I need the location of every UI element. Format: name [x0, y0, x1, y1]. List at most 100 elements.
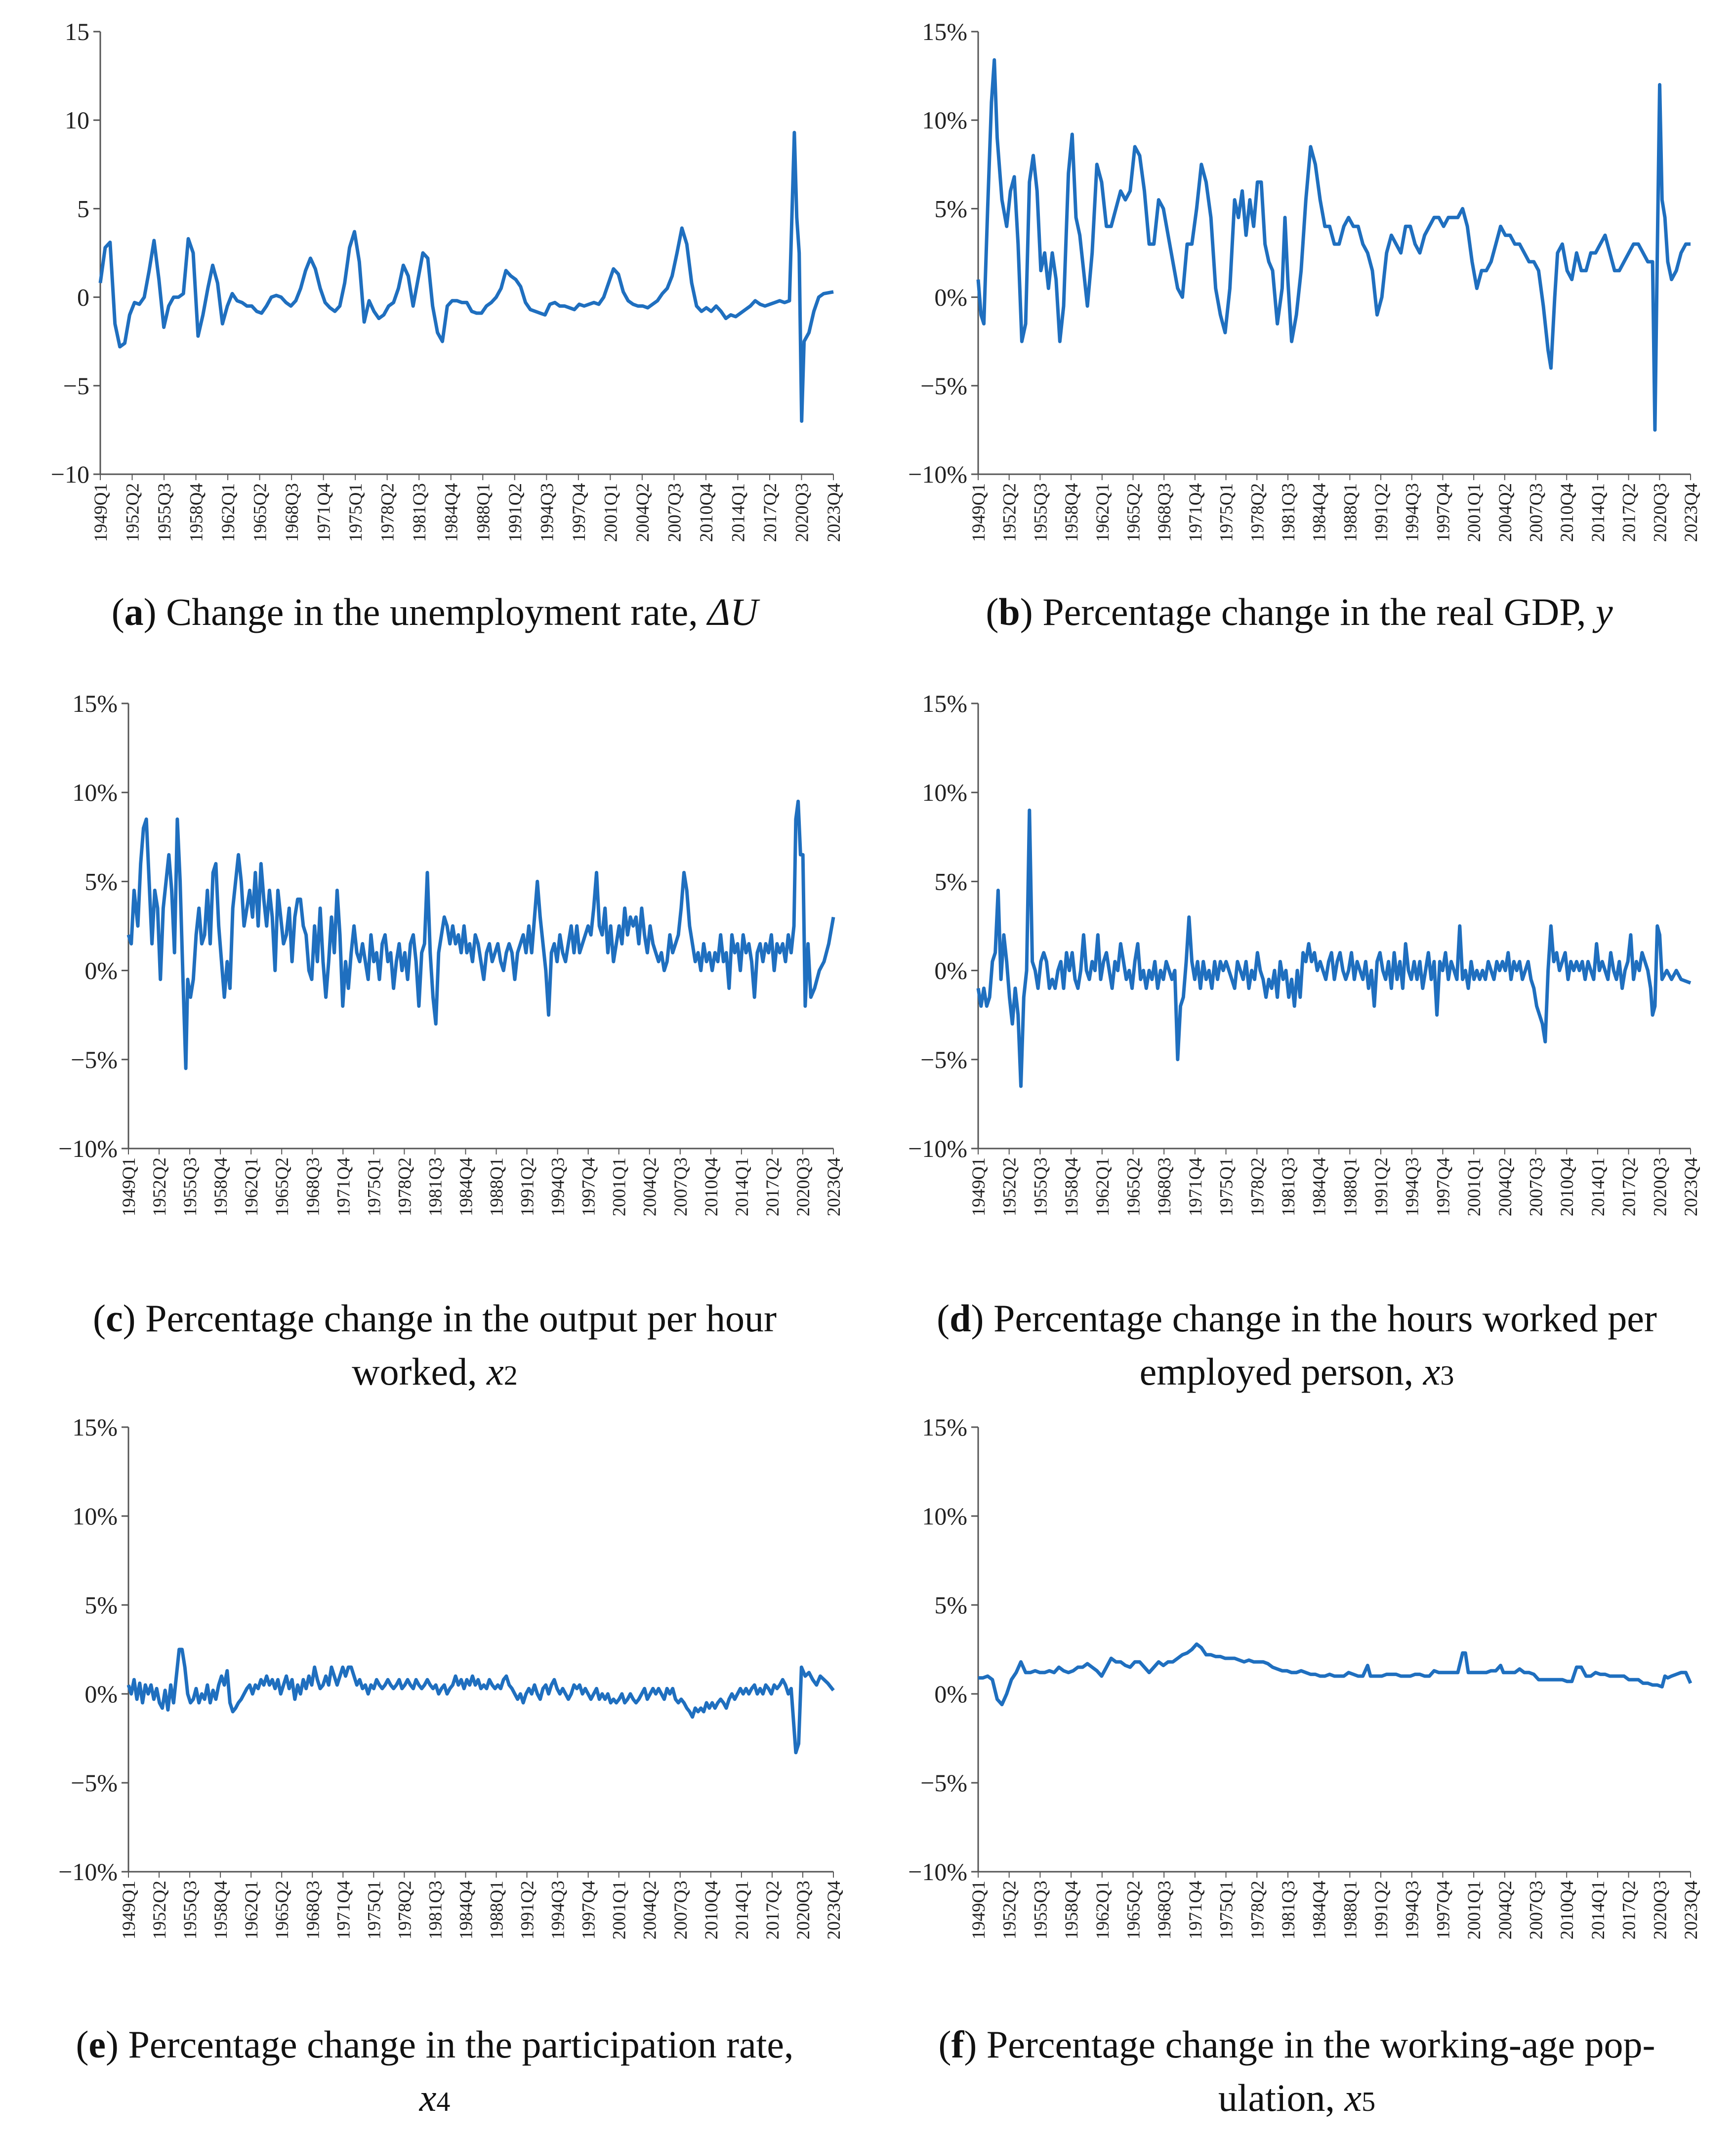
x-tick-label-a: 1968Q3 — [282, 483, 302, 542]
x-tick-label-f: 1975Q1 — [1217, 1881, 1237, 1939]
x-tick-label-c: 2001Q1 — [610, 1157, 630, 1216]
y-tick-label-e: 10% — [72, 1502, 118, 1530]
x-tick-label-e: 2007Q3 — [671, 1881, 691, 1939]
y-tick-label-b: −10% — [908, 460, 967, 488]
y-tick-label-a: 15 — [65, 18, 89, 45]
x-tick-label-b: 2017Q2 — [1619, 483, 1640, 542]
y-tick-label-e: 15% — [72, 1413, 118, 1441]
x-tick-label-d: 1991Q2 — [1371, 1157, 1392, 1216]
chart-panel-d: 15% 10% 5% 0% −5% −10%1949Q1 1952Q2 1955Q3 1958Q… — [908, 690, 1701, 1216]
y-tick-label-a: 5 — [77, 195, 89, 222]
y-tick-label-d: 10% — [922, 779, 967, 806]
x-tick-label-d: 2023Q4 — [1681, 1157, 1701, 1216]
y-tick-label-d: 5% — [934, 867, 967, 895]
x-tick-label-d: 1955Q3 — [1031, 1157, 1051, 1216]
x-tick-label-f: 2007Q3 — [1527, 1881, 1547, 1939]
x-tick-label-d: 2010Q4 — [1557, 1157, 1577, 1216]
chart-panel-f: 15% 10% 5% 0% −5% −10%1949Q1 1952Q2 1955Q3 1958Q… — [908, 1413, 1701, 1939]
x-tick-label-b: 2020Q3 — [1650, 483, 1670, 542]
y-tick-label-b: 10% — [922, 106, 967, 134]
y-tick-label-b: 15% — [922, 18, 967, 45]
x-tick-label-b: 2004Q2 — [1495, 483, 1516, 542]
x-tick-label-d: 2014Q1 — [1588, 1157, 1609, 1216]
x-tick-label-a: 2004Q2 — [633, 483, 653, 542]
x-tick-label-c: 1981Q3 — [425, 1157, 446, 1216]
x-tick-label-f: 1955Q3 — [1031, 1881, 1051, 1939]
x-tick-label-b: 1965Q2 — [1123, 483, 1144, 542]
caption-f-line2: ulation, — [1218, 2076, 1345, 2119]
y-tick-label-e: 0% — [84, 1680, 118, 1708]
x-tick-label-b: 2023Q4 — [1681, 483, 1701, 542]
x-tick-label-a: 2014Q1 — [728, 483, 748, 542]
x-tick-label-c: 2020Q3 — [793, 1157, 814, 1216]
caption-b-text: Percentage change in the real GDP, — [1042, 590, 1596, 633]
x-tick-label-b: 1955Q3 — [1031, 483, 1051, 542]
y-tick-label-c: 10% — [72, 779, 118, 806]
x-tick-label-d: 1952Q2 — [1000, 1157, 1020, 1216]
x-tick-label-d: 2020Q3 — [1650, 1157, 1670, 1216]
y-tick-label-e: −10% — [58, 1858, 118, 1886]
chart-panel-e: 15% 10% 5% 0% −5% −10%1949Q1 1952Q2 1955Q3 1958Q… — [58, 1413, 844, 1939]
y-tick-label-f: 15% — [922, 1413, 967, 1441]
caption-d-symbol: x — [1423, 1350, 1441, 1393]
x-tick-label-d: 1975Q1 — [1217, 1157, 1237, 1216]
caption-d-line1: Percentage change in the hours worked pe… — [993, 1297, 1657, 1340]
x-tick-label-c: 1978Q2 — [395, 1157, 415, 1216]
y-tick-label-f: 5% — [934, 1591, 967, 1619]
series-line-f — [978, 1642, 1693, 1707]
series-line-e — [126, 1647, 835, 1755]
caption-b: (b) Percentage change in the real GDP, y — [986, 590, 1613, 633]
x-tick-label-f: 1968Q3 — [1155, 1881, 1175, 1939]
x-tick-label-f: 2017Q2 — [1619, 1881, 1640, 1939]
caption-b-symbol: y — [1595, 590, 1613, 633]
x-tick-label-b: 1984Q4 — [1310, 483, 1330, 542]
y-tick-label-d: 0% — [934, 957, 967, 985]
x-tick-label-f: 1952Q2 — [1000, 1881, 1020, 1939]
x-tick-label-b: 1994Q3 — [1403, 483, 1423, 542]
x-tick-label-d: 1965Q2 — [1123, 1157, 1144, 1216]
x-tick-label-a: 1952Q2 — [123, 483, 143, 542]
x-tick-label-c: 1958Q4 — [211, 1157, 231, 1216]
series-line-b — [976, 58, 1691, 432]
x-tick-label-a: 1958Q4 — [187, 483, 207, 542]
x-tick-label-f: 1958Q4 — [1062, 1881, 1082, 1939]
y-tick-label-c: 5% — [84, 867, 118, 895]
x-tick-label-e: 1981Q3 — [425, 1881, 446, 1939]
x-tick-label-e: 2017Q2 — [763, 1881, 783, 1939]
x-tick-label-f: 1994Q3 — [1403, 1881, 1423, 1939]
chart-panel-c: 15% 10% 5% 0% −5% −10%1949Q1 1952Q2 1955Q3 1958Q… — [58, 690, 844, 1216]
x-tick-label-a: 1981Q3 — [410, 483, 430, 542]
x-tick-label-f: 1991Q2 — [1371, 1881, 1392, 1939]
caption-c-symbol: x — [487, 1350, 504, 1393]
x-tick-label-c: 1968Q3 — [303, 1157, 323, 1216]
y-tick-label-d: −10% — [908, 1135, 967, 1162]
caption-e-symbol: x — [419, 2076, 437, 2119]
x-tick-label-a: 1997Q4 — [569, 483, 589, 542]
y-tick-label-f: 10% — [922, 1502, 967, 1530]
x-tick-label-d: 1962Q1 — [1093, 1157, 1113, 1216]
x-tick-label-e: 1994Q3 — [548, 1881, 569, 1939]
x-tick-label-b: 2001Q1 — [1464, 483, 1485, 542]
x-tick-label-d: 2017Q2 — [1619, 1157, 1640, 1216]
caption-b-label: b — [998, 590, 1020, 633]
x-tick-label-e: 1955Q3 — [180, 1881, 201, 1939]
x-tick-label-c: 1988Q1 — [487, 1157, 507, 1216]
x-tick-label-c: 1949Q1 — [119, 1157, 139, 1216]
caption-e-sub: 4 — [436, 2087, 451, 2117]
x-tick-label-f: 2014Q1 — [1588, 1881, 1609, 1939]
x-tick-label-b: 1978Q2 — [1247, 483, 1268, 542]
x-tick-label-b: 1952Q2 — [1000, 483, 1020, 542]
x-tick-label-f: 2023Q4 — [1681, 1881, 1701, 1939]
x-tick-label-b: 1962Q1 — [1093, 483, 1113, 542]
x-tick-label-a: 1949Q1 — [91, 483, 111, 542]
caption-f: (f) Percentage change in the working-age… — [938, 2023, 1655, 2119]
y-tick-label-b: 0% — [934, 284, 967, 311]
x-tick-label-f: 1981Q3 — [1279, 1881, 1299, 1939]
x-tick-label-a: 2007Q3 — [664, 483, 685, 542]
x-tick-label-d: 1988Q1 — [1340, 1157, 1361, 1216]
x-tick-label-a: 1962Q1 — [218, 483, 239, 542]
x-tick-label-c: 2023Q4 — [824, 1157, 844, 1216]
x-tick-label-c: 2007Q3 — [671, 1157, 691, 1216]
x-tick-label-a: 1955Q3 — [155, 483, 175, 542]
